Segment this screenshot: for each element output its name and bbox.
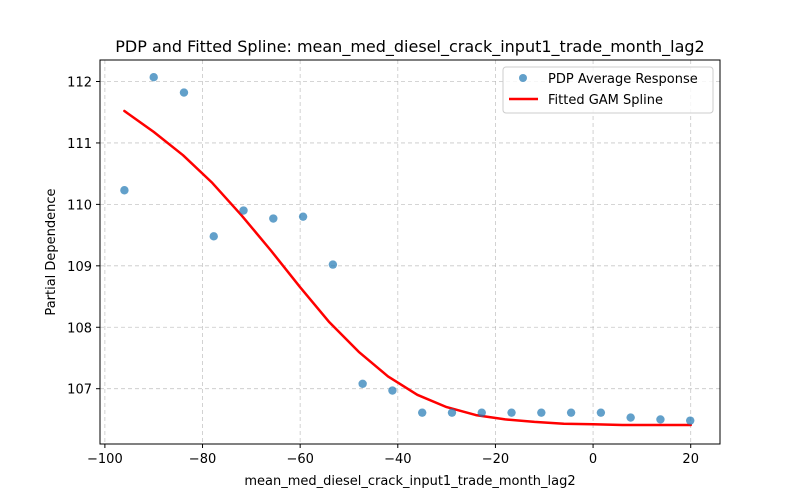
pdp-point	[388, 386, 397, 395]
pdp-point	[298, 212, 308, 221]
pdp-point	[566, 408, 576, 417]
pdp-point	[209, 232, 218, 241]
y-tick-label: 110	[67, 198, 92, 213]
y-tick-label: 112	[67, 76, 92, 91]
pdp-point	[477, 408, 486, 417]
pdp-point	[120, 186, 129, 195]
x-tick-label: 0	[589, 452, 597, 467]
legend-label-pdp: PDP Average Response	[548, 72, 698, 87]
spline-layer	[123, 109, 692, 427]
pdp-point	[686, 416, 695, 425]
pdp-point	[179, 88, 189, 97]
grid	[100, 60, 720, 444]
legend-scatter-marker	[519, 74, 527, 82]
chart-title: PDP and Fitted Spline: mean_med_diesel_c…	[115, 37, 704, 57]
y-axis-title: Partial Dependence	[44, 188, 59, 315]
legend-label-spline: Fitted GAM Spline	[548, 93, 663, 108]
pdp-point	[239, 206, 248, 215]
plot-frame	[99, 59, 721, 445]
x-tick-label: −100	[87, 452, 123, 467]
pdp-point	[596, 408, 606, 417]
pdp-point	[328, 260, 338, 269]
x-axis-title: mean_med_diesel_crack_input1_trade_month…	[244, 474, 575, 489]
x-tick-label: −40	[384, 452, 411, 467]
pdp-point	[537, 408, 546, 417]
legend-box	[502, 66, 714, 114]
y-tick-label: 111	[67, 137, 92, 152]
x-axis-ticks: −100 −80 −60 −40 −20 0 20	[87, 444, 699, 467]
pdp-point	[149, 73, 158, 82]
x-tick-label: 20	[682, 452, 699, 467]
spline-line	[123, 109, 692, 427]
x-tick-label: −80	[189, 452, 216, 467]
legend: PDP Average Response Fitted GAM Spline	[502, 66, 714, 114]
pdp-point	[507, 408, 516, 417]
pdp-point	[447, 408, 457, 417]
pdp-point	[656, 415, 665, 424]
y-axis-ticks: 107 108 109 110 111 112	[67, 76, 100, 398]
points-layer	[120, 73, 695, 425]
pdp-point	[626, 413, 635, 422]
x-tick-label: −20	[482, 452, 509, 467]
pdp-point	[269, 214, 278, 223]
y-tick-label: 108	[67, 321, 92, 336]
y-tick-label: 109	[67, 260, 92, 275]
pdp-point	[358, 379, 367, 388]
pdp-point	[418, 408, 427, 417]
x-tick-label: −60	[286, 452, 313, 467]
y-tick-label: 107	[67, 383, 92, 398]
